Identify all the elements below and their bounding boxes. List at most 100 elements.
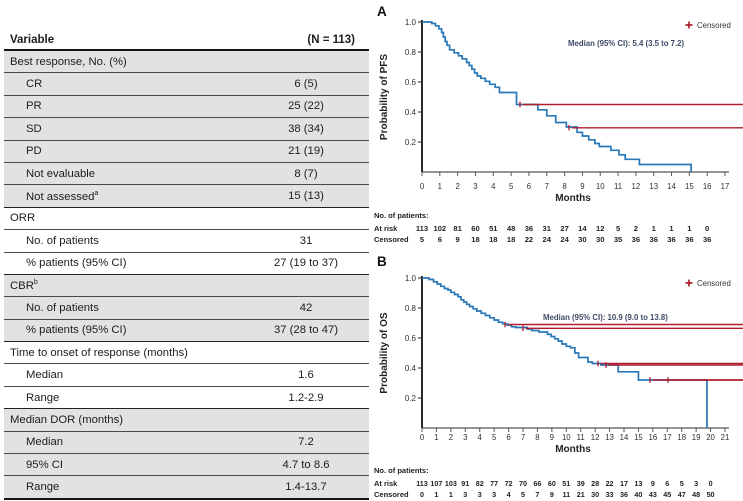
censored-count: 9 bbox=[456, 235, 460, 244]
at-risk-count: 14 bbox=[578, 224, 587, 233]
panel-a-xlabel: Months bbox=[555, 193, 591, 204]
y-tick-label: 0.8 bbox=[405, 48, 417, 57]
row-value: 27 (19 to 37) bbox=[273, 257, 339, 270]
row-label: CR bbox=[26, 78, 43, 91]
row-label: Range bbox=[26, 391, 60, 404]
x-tick-label: 17 bbox=[721, 182, 730, 191]
table-row: % patients (95% CI) 37 (28 to 47) bbox=[4, 318, 369, 342]
censored-count: 5 bbox=[420, 235, 425, 244]
legend-censored-label: Censored bbox=[697, 21, 731, 30]
panel-b-atrisk-header: No. of patients: bbox=[374, 466, 429, 475]
censored-count: 40 bbox=[634, 490, 642, 499]
at-risk-count: 103 bbox=[445, 479, 457, 488]
row-label: PD bbox=[26, 145, 42, 158]
censored-count: 18 bbox=[489, 235, 497, 244]
panel-a-atrisk-header: No. of patients: bbox=[374, 211, 429, 220]
y-tick-label: 0.2 bbox=[405, 394, 417, 403]
legend-censored-label: Censored bbox=[697, 279, 731, 288]
panel-b-censored-label: Censored bbox=[374, 490, 409, 499]
x-tick-label: 14 bbox=[620, 433, 629, 442]
x-tick-label: 16 bbox=[649, 433, 658, 442]
x-tick-label: 2 bbox=[455, 182, 459, 191]
at-risk-count: 113 bbox=[416, 224, 428, 233]
table-row: Median DOR (months) bbox=[4, 408, 369, 431]
table-row: Best response, No. (%) bbox=[4, 51, 369, 73]
censored-count: 3 bbox=[478, 490, 482, 499]
at-risk-count: 13 bbox=[634, 479, 642, 488]
censor-mark bbox=[522, 325, 743, 331]
x-tick-label: 3 bbox=[463, 433, 467, 442]
censored-count: 18 bbox=[471, 235, 479, 244]
panel-a-censored-label: Censored bbox=[374, 235, 409, 244]
table-row: ORR bbox=[4, 206, 369, 229]
x-tick-label: 8 bbox=[535, 433, 539, 442]
censored-count: 9 bbox=[550, 490, 554, 499]
at-risk-count: 102 bbox=[433, 224, 446, 233]
y-tick-label: 1.0 bbox=[405, 274, 417, 283]
at-risk-count: 0 bbox=[705, 224, 709, 233]
at-risk-count: 60 bbox=[548, 479, 556, 488]
table-row: No. of patients 31 bbox=[4, 229, 369, 251]
at-risk-count: 48 bbox=[507, 224, 515, 233]
x-tick-label: 5 bbox=[509, 182, 514, 191]
table-row: % patients (95% CI) 27 (19 to 37) bbox=[4, 251, 369, 274]
row-value: 1.4-13.7 bbox=[285, 481, 327, 494]
censored-count: 1 bbox=[434, 490, 438, 499]
table-row: CBRb bbox=[4, 273, 369, 297]
row-value: 25 (22) bbox=[288, 100, 324, 113]
table-row: SD 38 (34) bbox=[4, 117, 369, 140]
row-label: SD bbox=[26, 122, 42, 135]
at-risk-count: 91 bbox=[461, 479, 469, 488]
x-tick-label: 4 bbox=[491, 182, 496, 191]
censored-count: 33 bbox=[606, 490, 614, 499]
at-risk-count: 3 bbox=[694, 479, 698, 488]
x-tick-label: 13 bbox=[605, 433, 614, 442]
results-table-body: Best response, No. (%) CR 6 (5) PR 25 (22) SD… bbox=[4, 51, 369, 498]
at-risk-count: 77 bbox=[490, 479, 498, 488]
response-results-table: Variable (N = 113) Best response, No. (%… bbox=[4, 27, 369, 500]
censored-count: 11 bbox=[562, 490, 570, 499]
row-label: Median bbox=[26, 436, 64, 449]
censored-count: 48 bbox=[692, 490, 700, 499]
censored-count: 22 bbox=[525, 235, 533, 244]
table-row: PR 25 (22) bbox=[4, 94, 369, 118]
censored-count: 36 bbox=[703, 235, 711, 244]
at-risk-count: 6 bbox=[665, 479, 669, 488]
row-label: % patients (95% CI) bbox=[26, 257, 127, 270]
x-tick-label: 12 bbox=[632, 182, 641, 191]
x-tick-label: 15 bbox=[634, 433, 643, 442]
censored-count: 36 bbox=[620, 490, 628, 499]
x-tick-label: 5 bbox=[492, 433, 497, 442]
censored-plus-icon bbox=[685, 279, 693, 287]
x-tick-label: 15 bbox=[685, 182, 694, 191]
censored-count: 0 bbox=[420, 490, 424, 499]
table-row: PD 21 (19) bbox=[4, 139, 369, 162]
censored-count: 50 bbox=[707, 490, 715, 499]
row-label: 95% CI bbox=[26, 458, 64, 471]
censored-count: 30 bbox=[591, 490, 599, 499]
panel-b-atrisk-label: At risk bbox=[374, 479, 398, 488]
panel-a-median-annotation: Median (95% CI): 5.4 (3.5 to 7.2) bbox=[568, 39, 685, 48]
table-row: Range 1.4-13.7 bbox=[4, 475, 369, 498]
at-risk-count: 1 bbox=[687, 224, 692, 233]
row-value: 1.6 bbox=[298, 369, 314, 382]
table-row: CR 6 (5) bbox=[4, 72, 369, 95]
censored-count: 24 bbox=[560, 235, 569, 244]
x-tick-label: 10 bbox=[596, 182, 605, 191]
panel-a-atrisk-label: At risk bbox=[374, 224, 398, 233]
table-row: Time to onset of response (months) bbox=[4, 341, 369, 363]
x-tick-label: 11 bbox=[577, 433, 585, 442]
panel-b-legend: Censored bbox=[685, 279, 731, 288]
censored-count: 36 bbox=[667, 235, 675, 244]
x-tick-label: 11 bbox=[614, 182, 622, 191]
y-tick-label: 0.4 bbox=[405, 364, 417, 373]
table-row: Not evaluable 8 (7) bbox=[4, 161, 369, 185]
at-risk-count: 1 bbox=[652, 224, 657, 233]
at-risk-count: 107 bbox=[430, 479, 442, 488]
y-tick-label: 0.8 bbox=[405, 304, 417, 313]
censored-count: 4 bbox=[507, 490, 511, 499]
row-label: ORR bbox=[10, 212, 36, 225]
km-curve bbox=[422, 277, 708, 428]
censor-mark bbox=[568, 125, 743, 131]
row-label: CBRb bbox=[10, 279, 38, 292]
